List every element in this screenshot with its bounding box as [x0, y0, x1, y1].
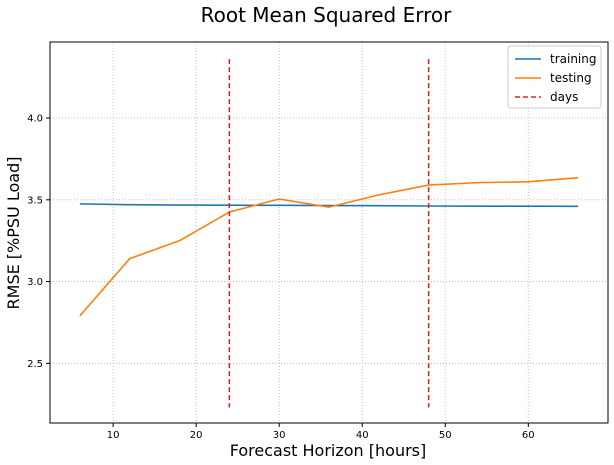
day-marker-lines — [228, 59, 430, 408]
y-tick-label: 4.0 — [27, 114, 43, 125]
x-tick-label: 60 — [522, 430, 535, 441]
legend-label-testing: testing — [550, 71, 592, 85]
legend: training testing days — [507, 45, 602, 109]
legend-label-training: training — [550, 52, 597, 66]
chart-title: Root Mean Squared Error — [201, 3, 453, 27]
x-tick-label: 20 — [190, 430, 203, 441]
grid-lines — [50, 42, 608, 423]
x-axis-ticks: 10 20 30 40 50 60 — [107, 423, 535, 441]
x-tick-label: 10 — [107, 430, 120, 441]
series-line-testing — [79, 176, 579, 317]
plot-frame — [49, 41, 609, 424]
series-layer — [79, 176, 579, 317]
y-axis-label: RMSE [%PSU Load] — [4, 157, 23, 310]
legend-box — [507, 45, 602, 109]
y-tick-label: 3.5 — [27, 195, 43, 206]
x-tick-label: 40 — [356, 430, 369, 441]
y-tick-label: 2.5 — [27, 359, 43, 370]
series-line-training — [79, 203, 579, 208]
legend-label-days: days — [550, 90, 578, 104]
y-axis-ticks: 2.5 3.0 3.5 4.0 — [27, 114, 50, 370]
x-tick-label: 30 — [273, 430, 286, 441]
x-axis-label: Forecast Horizon [hours] — [230, 441, 427, 460]
x-tick-label: 50 — [439, 430, 452, 441]
y-tick-label: 3.0 — [27, 277, 43, 288]
